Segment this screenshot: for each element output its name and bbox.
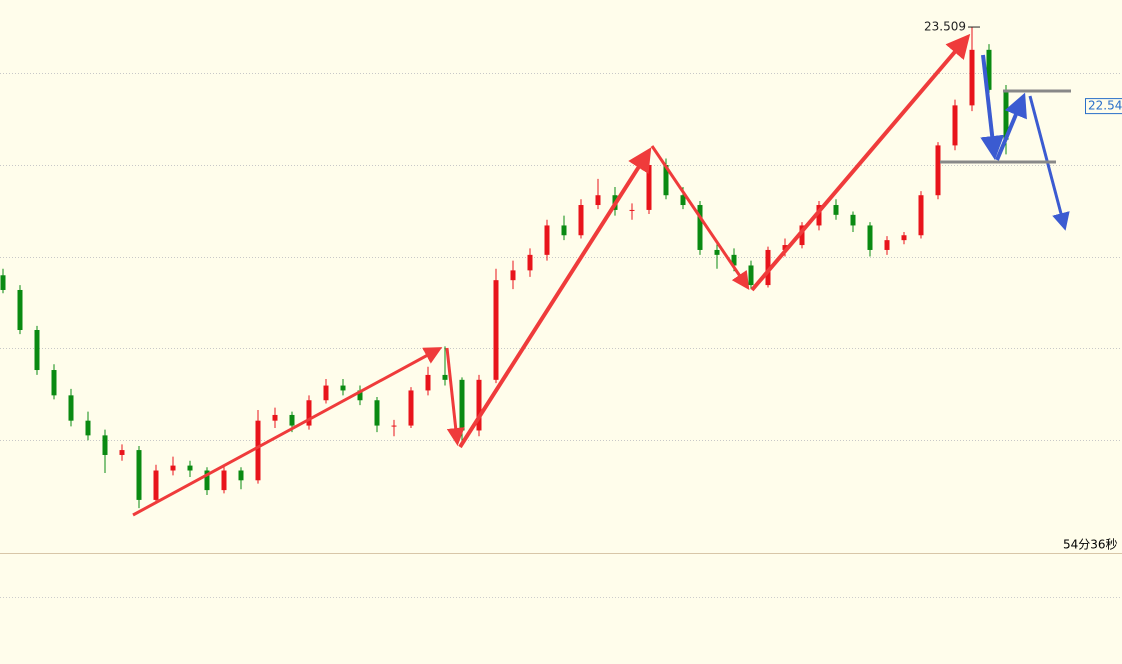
candle-body: [17, 289, 23, 331]
candle-body: [850, 214, 856, 226]
candle-body: [374, 400, 380, 426]
candle-body: [595, 195, 601, 206]
candle-body: [153, 470, 159, 500]
candle-body: [799, 225, 805, 246]
high-label: 23.509: [924, 20, 966, 34]
price-tag-label: 22.541: [1088, 99, 1122, 113]
candle-body: [0, 275, 6, 290]
candle-body: [204, 470, 210, 491]
candle-body: [68, 395, 74, 421]
candle-body: [102, 435, 108, 455]
candle-body: [221, 470, 227, 491]
candle-body: [544, 225, 550, 255]
arrow: [445, 347, 465, 446]
candle-body: [918, 195, 924, 236]
candle-body: [408, 390, 414, 426]
arrow: [980, 54, 1005, 160]
arrow: [750, 33, 971, 292]
candle-body: [901, 235, 907, 241]
candle-body: [731, 254, 737, 266]
candle-body: [646, 165, 652, 210]
candle-body: [986, 49, 992, 90]
candle-body: [391, 425, 397, 427]
candle-body: [578, 205, 584, 236]
arrow: [458, 147, 652, 449]
arrow: [650, 145, 750, 290]
candle-body: [85, 420, 91, 436]
candle-body: [34, 330, 40, 371]
candle-body: [833, 205, 839, 215]
candle-body: [867, 225, 873, 250]
candle-body: [238, 470, 244, 481]
candle-body: [510, 270, 516, 281]
candle-body: [136, 450, 142, 500]
candle-body: [323, 385, 329, 401]
candle-body: [272, 414, 278, 421]
candle-body: [629, 209, 635, 211]
candle-body: [527, 254, 533, 271]
candle-body: [51, 370, 57, 396]
candle-body: [663, 165, 669, 196]
candle-body: [289, 414, 295, 426]
candle-body: [425, 374, 431, 391]
candle-body: [357, 390, 363, 401]
candle-body: [476, 379, 482, 431]
candle-body: [765, 249, 771, 286]
candle-body: [782, 245, 788, 250]
price-tag: [1085, 98, 1122, 115]
candle-body: [459, 379, 465, 431]
candle-body: [442, 374, 448, 380]
candle-body: [170, 465, 176, 471]
countdown: 54分36秒: [1063, 538, 1118, 552]
candle-body: [952, 105, 958, 146]
candle-body: [935, 145, 941, 196]
candle-body: [255, 420, 261, 481]
candle-body: [816, 205, 822, 226]
candle-body: [714, 249, 720, 255]
candle-body: [680, 195, 686, 206]
trend-arrows: [132, 33, 1071, 517]
candle-body: [187, 465, 193, 471]
candle-body: [561, 225, 567, 236]
arrow: [995, 92, 1027, 161]
candle-body: [493, 280, 499, 380]
candle-body: [748, 265, 754, 286]
candle-body: [697, 205, 703, 250]
candle-body: [969, 49, 975, 106]
candle-body: [340, 385, 346, 391]
candle-body: [884, 240, 890, 250]
candle-body: [306, 400, 312, 426]
candle-body: [119, 450, 125, 455]
arrow: [132, 347, 443, 517]
